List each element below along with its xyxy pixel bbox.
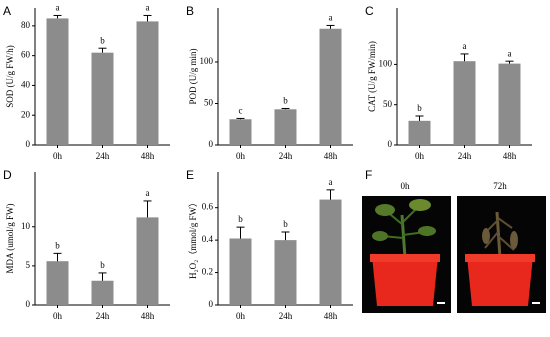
photo-caption: 72h <box>493 181 507 191</box>
y-tick-label: 0.6 <box>202 202 214 212</box>
bar <box>91 52 114 145</box>
y-tick-label: 50 <box>383 99 393 109</box>
x-tick-label: 0h <box>53 311 63 321</box>
y-tick-label: 100 <box>200 56 214 66</box>
significance-letter: a <box>329 12 333 22</box>
significance-letter: b <box>100 35 105 45</box>
bar <box>229 238 252 305</box>
y-axis-label: POD (U/g min) <box>188 48 198 104</box>
significance-letter: a <box>329 177 333 187</box>
y-tick-label: 0 <box>26 299 31 309</box>
significance-letter: c <box>239 105 243 115</box>
significance-letter: a <box>463 41 467 51</box>
y-tick-label: 0 <box>26 139 31 149</box>
significance-letter: a <box>56 3 60 13</box>
significance-letter: a <box>146 3 150 13</box>
y-tick-label: 40 <box>21 79 31 89</box>
panel-label: F <box>365 168 372 182</box>
x-tick-label: 48h <box>141 151 155 161</box>
x-tick-label: 24h <box>279 311 293 321</box>
significance-letter: a <box>146 188 150 198</box>
y-axis-label: SOD (U/g FW/h) <box>5 45 15 108</box>
x-tick-label: 24h <box>279 151 293 161</box>
significance-letter: b <box>283 219 288 229</box>
y-axis-label: MDA (umol/g FW) <box>5 203 15 273</box>
y-axis-label: CAT (U/g FW/min) <box>367 41 377 112</box>
bar <box>229 119 252 145</box>
bar <box>453 61 476 146</box>
y-tick-label: 50 <box>204 98 214 108</box>
bar <box>46 261 69 305</box>
bar <box>319 199 342 305</box>
x-tick-label: 0h <box>415 151 425 161</box>
significance-letter: b <box>55 240 60 250</box>
y-tick-label: 10 <box>21 221 31 231</box>
bar <box>91 280 114 305</box>
x-tick-label: 24h <box>458 151 472 161</box>
y-tick-label: 5 <box>26 260 31 270</box>
y-tick-label: 100 <box>379 58 393 68</box>
bar <box>274 240 297 305</box>
x-tick-label: 48h <box>324 311 338 321</box>
bar <box>498 63 521 145</box>
significance-letter: a <box>508 48 512 58</box>
y-tick-label: 0 <box>209 139 214 149</box>
bar <box>274 109 297 145</box>
bar <box>46 18 69 145</box>
panel-label: D <box>3 168 12 182</box>
bar <box>408 120 431 145</box>
significance-letter: b <box>238 214 243 224</box>
y-tick-label: 0.4 <box>202 234 214 244</box>
bar <box>136 217 159 305</box>
x-tick-label: 48h <box>503 151 517 161</box>
x-tick-label: 24h <box>96 311 110 321</box>
significance-letter: b <box>283 96 288 106</box>
photo <box>362 196 451 313</box>
x-tick-label: 0h <box>236 311 246 321</box>
panel-label: B <box>186 4 194 18</box>
x-tick-label: 48h <box>141 311 155 321</box>
panel-label: E <box>186 168 194 182</box>
significance-letter: b <box>100 260 105 270</box>
y-tick-label: 80 <box>21 20 31 30</box>
y-tick-label: 20 <box>21 109 31 119</box>
bar <box>319 28 342 145</box>
x-tick-label: 0h <box>53 151 63 161</box>
y-axis-label: H₂O₂（mmol/g FW） <box>188 198 198 279</box>
x-tick-label: 0h <box>236 151 246 161</box>
significance-letter: b <box>417 103 422 113</box>
photo-caption: 0h <box>401 181 411 191</box>
bar <box>136 21 159 145</box>
panel-label: A <box>3 4 11 18</box>
y-tick-label: 0 <box>388 139 393 149</box>
y-tick-label: 0.2 <box>202 267 213 277</box>
y-tick-label: 0 <box>209 299 214 309</box>
x-tick-label: 48h <box>324 151 338 161</box>
photo <box>457 196 546 313</box>
x-tick-label: 24h <box>96 151 110 161</box>
panel-label: C <box>365 4 374 18</box>
y-tick-label: 60 <box>21 50 31 60</box>
